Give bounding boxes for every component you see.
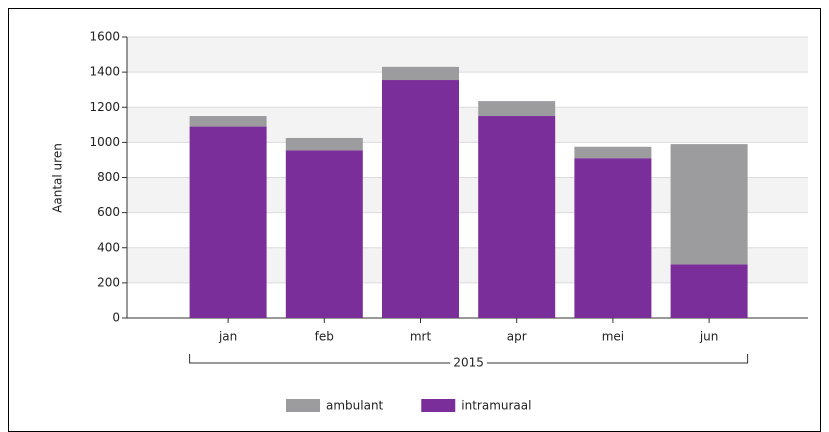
y-tick-label: 1400	[89, 65, 120, 79]
legend-label: intramuraal	[461, 399, 531, 413]
x-tick-label: jun	[699, 330, 719, 344]
bar-segment	[382, 66, 459, 81]
y-axis-label: Aantal uren	[51, 143, 65, 213]
x-tick-label: apr	[507, 330, 527, 344]
bar-segment	[670, 144, 748, 265]
bar-segment	[189, 126, 267, 318]
y-tick-label: 200	[97, 275, 120, 289]
y-tick-label: 600	[97, 205, 120, 219]
bar-segment	[285, 137, 363, 151]
y-tick-label: 800	[97, 170, 120, 184]
bar-segment	[574, 158, 652, 318]
y-tick-label: 0	[112, 311, 120, 325]
legend-swatch	[286, 399, 320, 412]
bar-segment	[189, 116, 267, 127]
bar-segment	[478, 101, 556, 117]
y-tick-label: 400	[97, 240, 120, 254]
group-label: 2015	[453, 356, 484, 370]
legend-swatch	[421, 399, 456, 412]
legend-label: ambulant	[326, 399, 384, 413]
y-tick-label: 1600	[89, 30, 120, 44]
bar-segment	[670, 264, 748, 318]
x-tick-label: feb	[315, 330, 334, 344]
y-tick-label: 1000	[89, 135, 120, 149]
x-tick-label: mrt	[410, 330, 432, 344]
x-tick-label: mei	[602, 330, 624, 344]
bar-segment	[478, 116, 556, 318]
bar-segment	[382, 80, 459, 318]
bar-segment	[574, 146, 652, 159]
x-tick-label: jan	[218, 330, 237, 344]
plot-band	[127, 37, 808, 73]
bar-segment	[285, 150, 363, 318]
group-label-bg	[450, 355, 487, 370]
y-tick-label: 1200	[89, 100, 120, 114]
